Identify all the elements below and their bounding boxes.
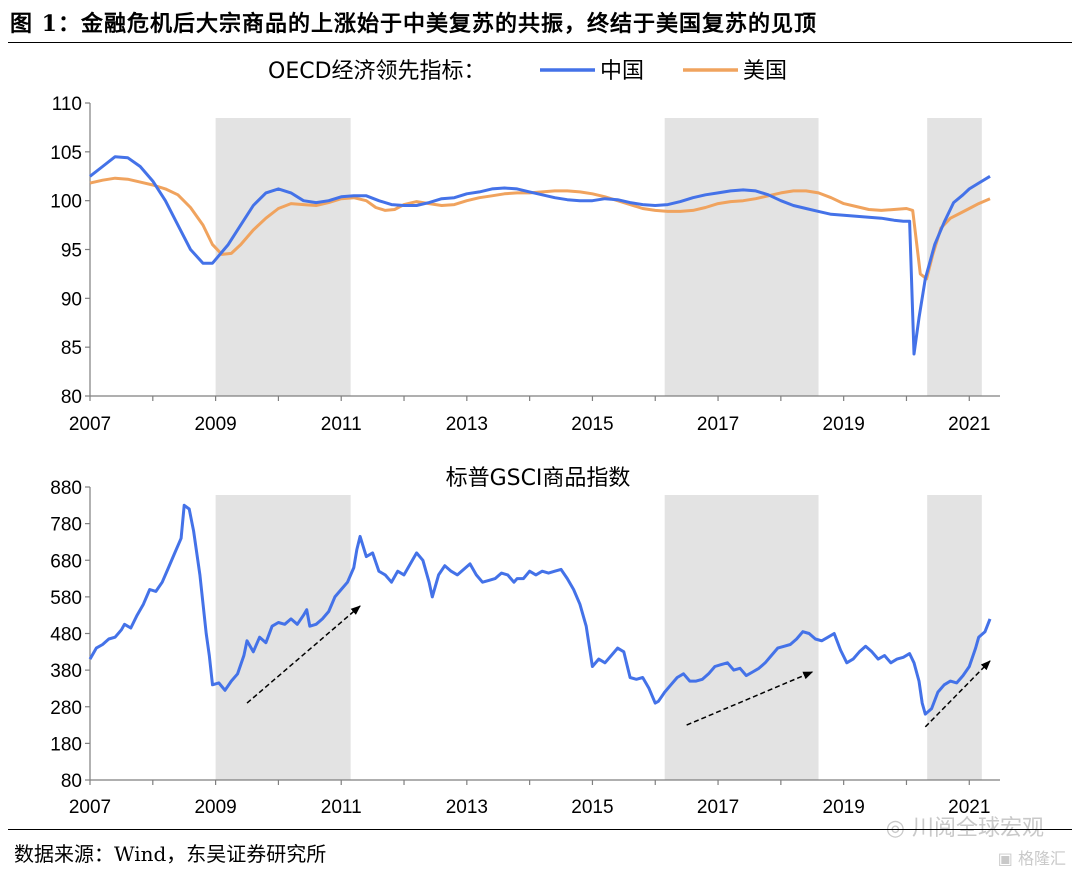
logo-icon: ▣: [997, 849, 1013, 868]
x-tick-label: 2017: [697, 797, 739, 818]
wechat-icon: ◎: [885, 816, 905, 841]
x-tick-label: 2011: [321, 797, 362, 818]
y-tick-label: 180: [50, 734, 82, 755]
x-tick-label: 2009: [194, 414, 236, 435]
chart-title: OECD经济领先指标：: [268, 59, 486, 84]
y-tick-label: 680: [50, 551, 82, 572]
chart-title: 标普GSCI商品指数: [446, 466, 631, 491]
x-tick-label: 2013: [446, 414, 488, 435]
series-line-gsci: [88, 503, 992, 716]
y-tick-label: 85: [61, 338, 82, 359]
gsci-chart: 80 180 280 380 480 580 680 780 880 2007 2009 2011 20…: [50, 466, 1000, 818]
shaded-period: [927, 118, 982, 396]
shaded-period: [215, 495, 351, 780]
x-tick-label: 2007: [69, 797, 111, 818]
y-tick-label: 105: [50, 143, 82, 164]
x-tick-label: 2021: [948, 797, 990, 818]
y-tick-label: 95: [61, 241, 82, 262]
bottom-rule: [8, 829, 1072, 830]
shaded-period: [927, 495, 982, 780]
y-tick-label: 580: [50, 588, 82, 609]
source-note: 数据来源：Wind，东吴证券研究所: [14, 842, 327, 866]
shaded-period: [664, 118, 819, 396]
oecd-chart: 80 85 90 95 100 105 110 2007 2009 2011 2013 2015 201…: [50, 59, 1000, 435]
watermark-text: 川阅全球宏观: [911, 816, 1044, 841]
trend-arrow: [686, 671, 814, 726]
x-tick-label: 2017: [697, 414, 739, 435]
y-tick-label: 480: [50, 625, 82, 646]
figure-title: 图 1：金融危机后大宗商品的上涨始于中美复苏的共振，终结于美国复苏的见顶: [10, 11, 817, 37]
x-tick-label: 2009: [194, 797, 236, 818]
watermark-secondary-text: 格隆汇: [1017, 849, 1066, 868]
y-tick-label: 280: [50, 698, 82, 719]
y-tick-label: 380: [50, 661, 82, 682]
top-rule: [8, 42, 1072, 43]
y-tick-label: 80: [61, 771, 82, 792]
x-tick-label: 2015: [571, 414, 613, 435]
y-tick-label: 80: [61, 387, 82, 408]
x-tick-label: 2011: [321, 414, 362, 435]
series-line-usa: [89, 176, 991, 281]
x-tick-label: 2019: [823, 414, 865, 435]
series-line-china: [89, 155, 991, 356]
watermark-secondary: ▣ 格隆汇: [998, 845, 1066, 869]
y-tick-label: 110: [52, 94, 82, 115]
y-tick-label: 90: [61, 289, 82, 310]
y-tick-label: 880: [50, 478, 82, 499]
x-tick-label: 2013: [446, 797, 488, 818]
shaded-period: [215, 118, 351, 396]
legend-label-usa: 美国: [743, 59, 787, 84]
x-tick-label: 2015: [571, 797, 613, 818]
shaded-period: [664, 495, 819, 780]
charts-canvas: 80 85 90 95 100 105 110 2007 2009 2011 2013 2015 201…: [50, 59, 1000, 818]
trend-arrow: [924, 660, 991, 728]
x-tick-label: 2019: [823, 797, 865, 818]
x-tick-label: 2021: [948, 414, 990, 435]
y-tick-label: 100: [50, 192, 82, 213]
trend-arrow: [246, 605, 361, 704]
y-tick-label: 780: [50, 515, 82, 536]
watermark: ◎ 川阅全球宏观: [886, 810, 1044, 842]
x-tick-label: 2007: [69, 414, 111, 435]
legend-label-china: 中国: [600, 59, 644, 84]
